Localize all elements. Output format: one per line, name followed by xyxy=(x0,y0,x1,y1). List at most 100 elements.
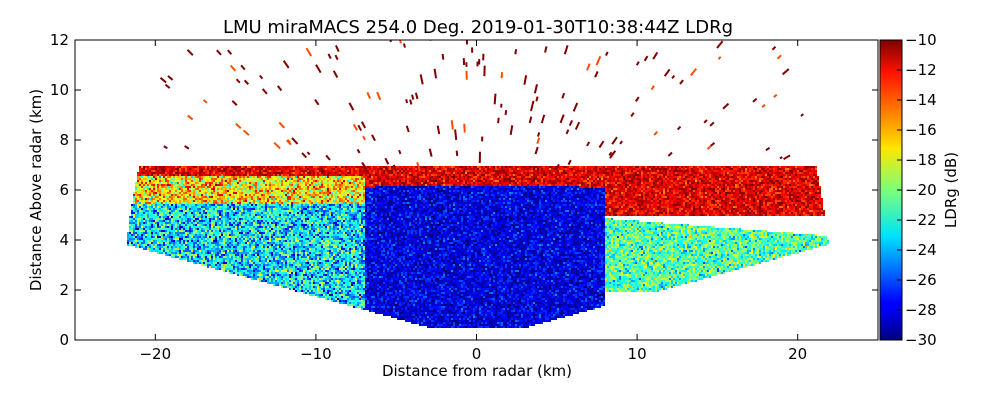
heatmap-cell xyxy=(465,174,467,176)
heatmap-cell xyxy=(253,182,255,184)
heatmap-cell xyxy=(565,194,567,196)
heatmap-cell xyxy=(313,166,315,168)
heatmap-cell xyxy=(251,180,253,182)
heatmap-cell xyxy=(331,178,333,180)
heatmap-cell xyxy=(445,192,447,194)
heatmap-cell xyxy=(793,186,795,188)
heatmap-cell xyxy=(685,168,687,170)
heatmap-cell xyxy=(331,186,333,188)
heatmap-cell xyxy=(289,170,291,172)
heatmap-cell xyxy=(631,188,633,190)
heatmap-cell xyxy=(325,172,327,174)
heatmap-cell xyxy=(721,174,723,176)
heatmap-cell xyxy=(145,170,147,172)
heatmap-cell xyxy=(177,194,179,196)
heatmap-cell xyxy=(589,180,591,182)
heatmap-cell xyxy=(169,168,171,170)
heatmap-cell xyxy=(673,168,675,170)
heatmap-cell xyxy=(675,168,677,170)
heatmap-cell xyxy=(609,176,611,178)
heatmap-cell xyxy=(441,194,443,196)
heatmap-cell xyxy=(411,178,413,180)
heatmap-cell xyxy=(137,188,139,190)
heatmap-cell xyxy=(737,166,739,168)
heatmap-cell xyxy=(751,176,753,178)
heatmap-cell xyxy=(571,168,573,170)
heatmap-cell xyxy=(289,184,291,186)
heatmap-cell xyxy=(289,172,291,174)
heatmap-cell xyxy=(319,180,321,182)
heatmap-cell xyxy=(445,174,447,176)
heatmap-cell xyxy=(151,184,153,186)
heatmap-cell xyxy=(283,190,285,192)
heatmap-cell xyxy=(453,170,455,172)
heatmap-cell xyxy=(477,174,479,176)
heatmap-cell xyxy=(403,166,405,168)
heatmap-cell xyxy=(673,180,675,182)
heatmap-cell xyxy=(513,166,515,168)
heatmap-cell xyxy=(153,184,155,186)
heatmap-cell xyxy=(251,168,253,170)
heatmap-cell xyxy=(807,184,809,186)
heatmap-cell xyxy=(737,168,739,170)
heatmap-cell xyxy=(209,186,211,188)
heatmap-cell xyxy=(679,170,681,172)
heatmap-cell xyxy=(245,188,247,190)
heatmap-cell xyxy=(363,176,365,178)
heatmap-cell xyxy=(467,170,469,172)
heatmap-cell xyxy=(791,190,793,192)
heatmap-cell xyxy=(479,170,481,172)
heatmap-cell xyxy=(159,190,161,192)
heatmap-cell xyxy=(417,172,419,174)
heatmap-cell xyxy=(509,170,511,172)
heatmap-cell xyxy=(407,172,409,174)
heatmap-cell xyxy=(597,172,599,174)
heatmap-cell xyxy=(223,192,225,194)
heatmap-cell xyxy=(537,172,539,174)
heatmap-cell xyxy=(539,176,541,178)
heatmap-cell xyxy=(413,168,415,170)
heatmap-cell xyxy=(615,184,617,186)
heatmap-cell xyxy=(347,194,349,196)
heatmap-cell xyxy=(779,168,781,170)
heatmap-cell xyxy=(421,182,423,184)
heatmap-cell xyxy=(243,180,245,182)
heatmap-cell xyxy=(215,174,217,176)
heatmap-cell xyxy=(367,178,369,180)
heatmap-cell xyxy=(695,182,697,184)
heatmap-cell xyxy=(761,180,763,182)
heatmap-cell xyxy=(397,190,399,192)
heatmap-cell xyxy=(553,172,555,174)
heatmap-cell xyxy=(607,180,609,182)
heatmap-cell xyxy=(327,188,329,190)
heatmap-cell xyxy=(357,194,359,196)
heatmap-cell xyxy=(329,192,331,194)
heatmap-cell xyxy=(143,182,145,184)
heatmap-cell xyxy=(195,172,197,174)
heatmap-cell xyxy=(411,194,413,196)
heatmap-cell xyxy=(467,176,469,178)
heatmap-cell xyxy=(557,172,559,174)
heatmap-cell xyxy=(809,188,811,190)
heatmap-cell xyxy=(263,182,265,184)
heatmap-cell xyxy=(759,180,761,182)
heatmap-cell xyxy=(601,174,603,176)
heatmap-cell xyxy=(811,184,813,186)
heatmap-cell xyxy=(559,184,561,186)
heatmap-cell xyxy=(367,192,369,194)
heatmap-cell xyxy=(647,182,649,184)
heatmap-cell xyxy=(371,192,373,194)
heatmap-cell xyxy=(711,188,713,190)
heatmap-cell xyxy=(533,180,535,182)
heatmap-cell xyxy=(263,178,265,180)
heatmap-cell xyxy=(225,182,227,184)
heatmap-cell xyxy=(165,166,167,168)
heatmap-cell xyxy=(765,178,767,180)
heatmap-cell xyxy=(629,188,631,190)
heatmap-cell xyxy=(175,188,177,190)
heatmap-cell xyxy=(485,194,487,196)
heatmap-cell xyxy=(577,168,579,170)
heatmap-cell xyxy=(197,188,199,190)
heatmap-cell xyxy=(289,190,291,192)
heatmap-cell xyxy=(475,180,477,182)
